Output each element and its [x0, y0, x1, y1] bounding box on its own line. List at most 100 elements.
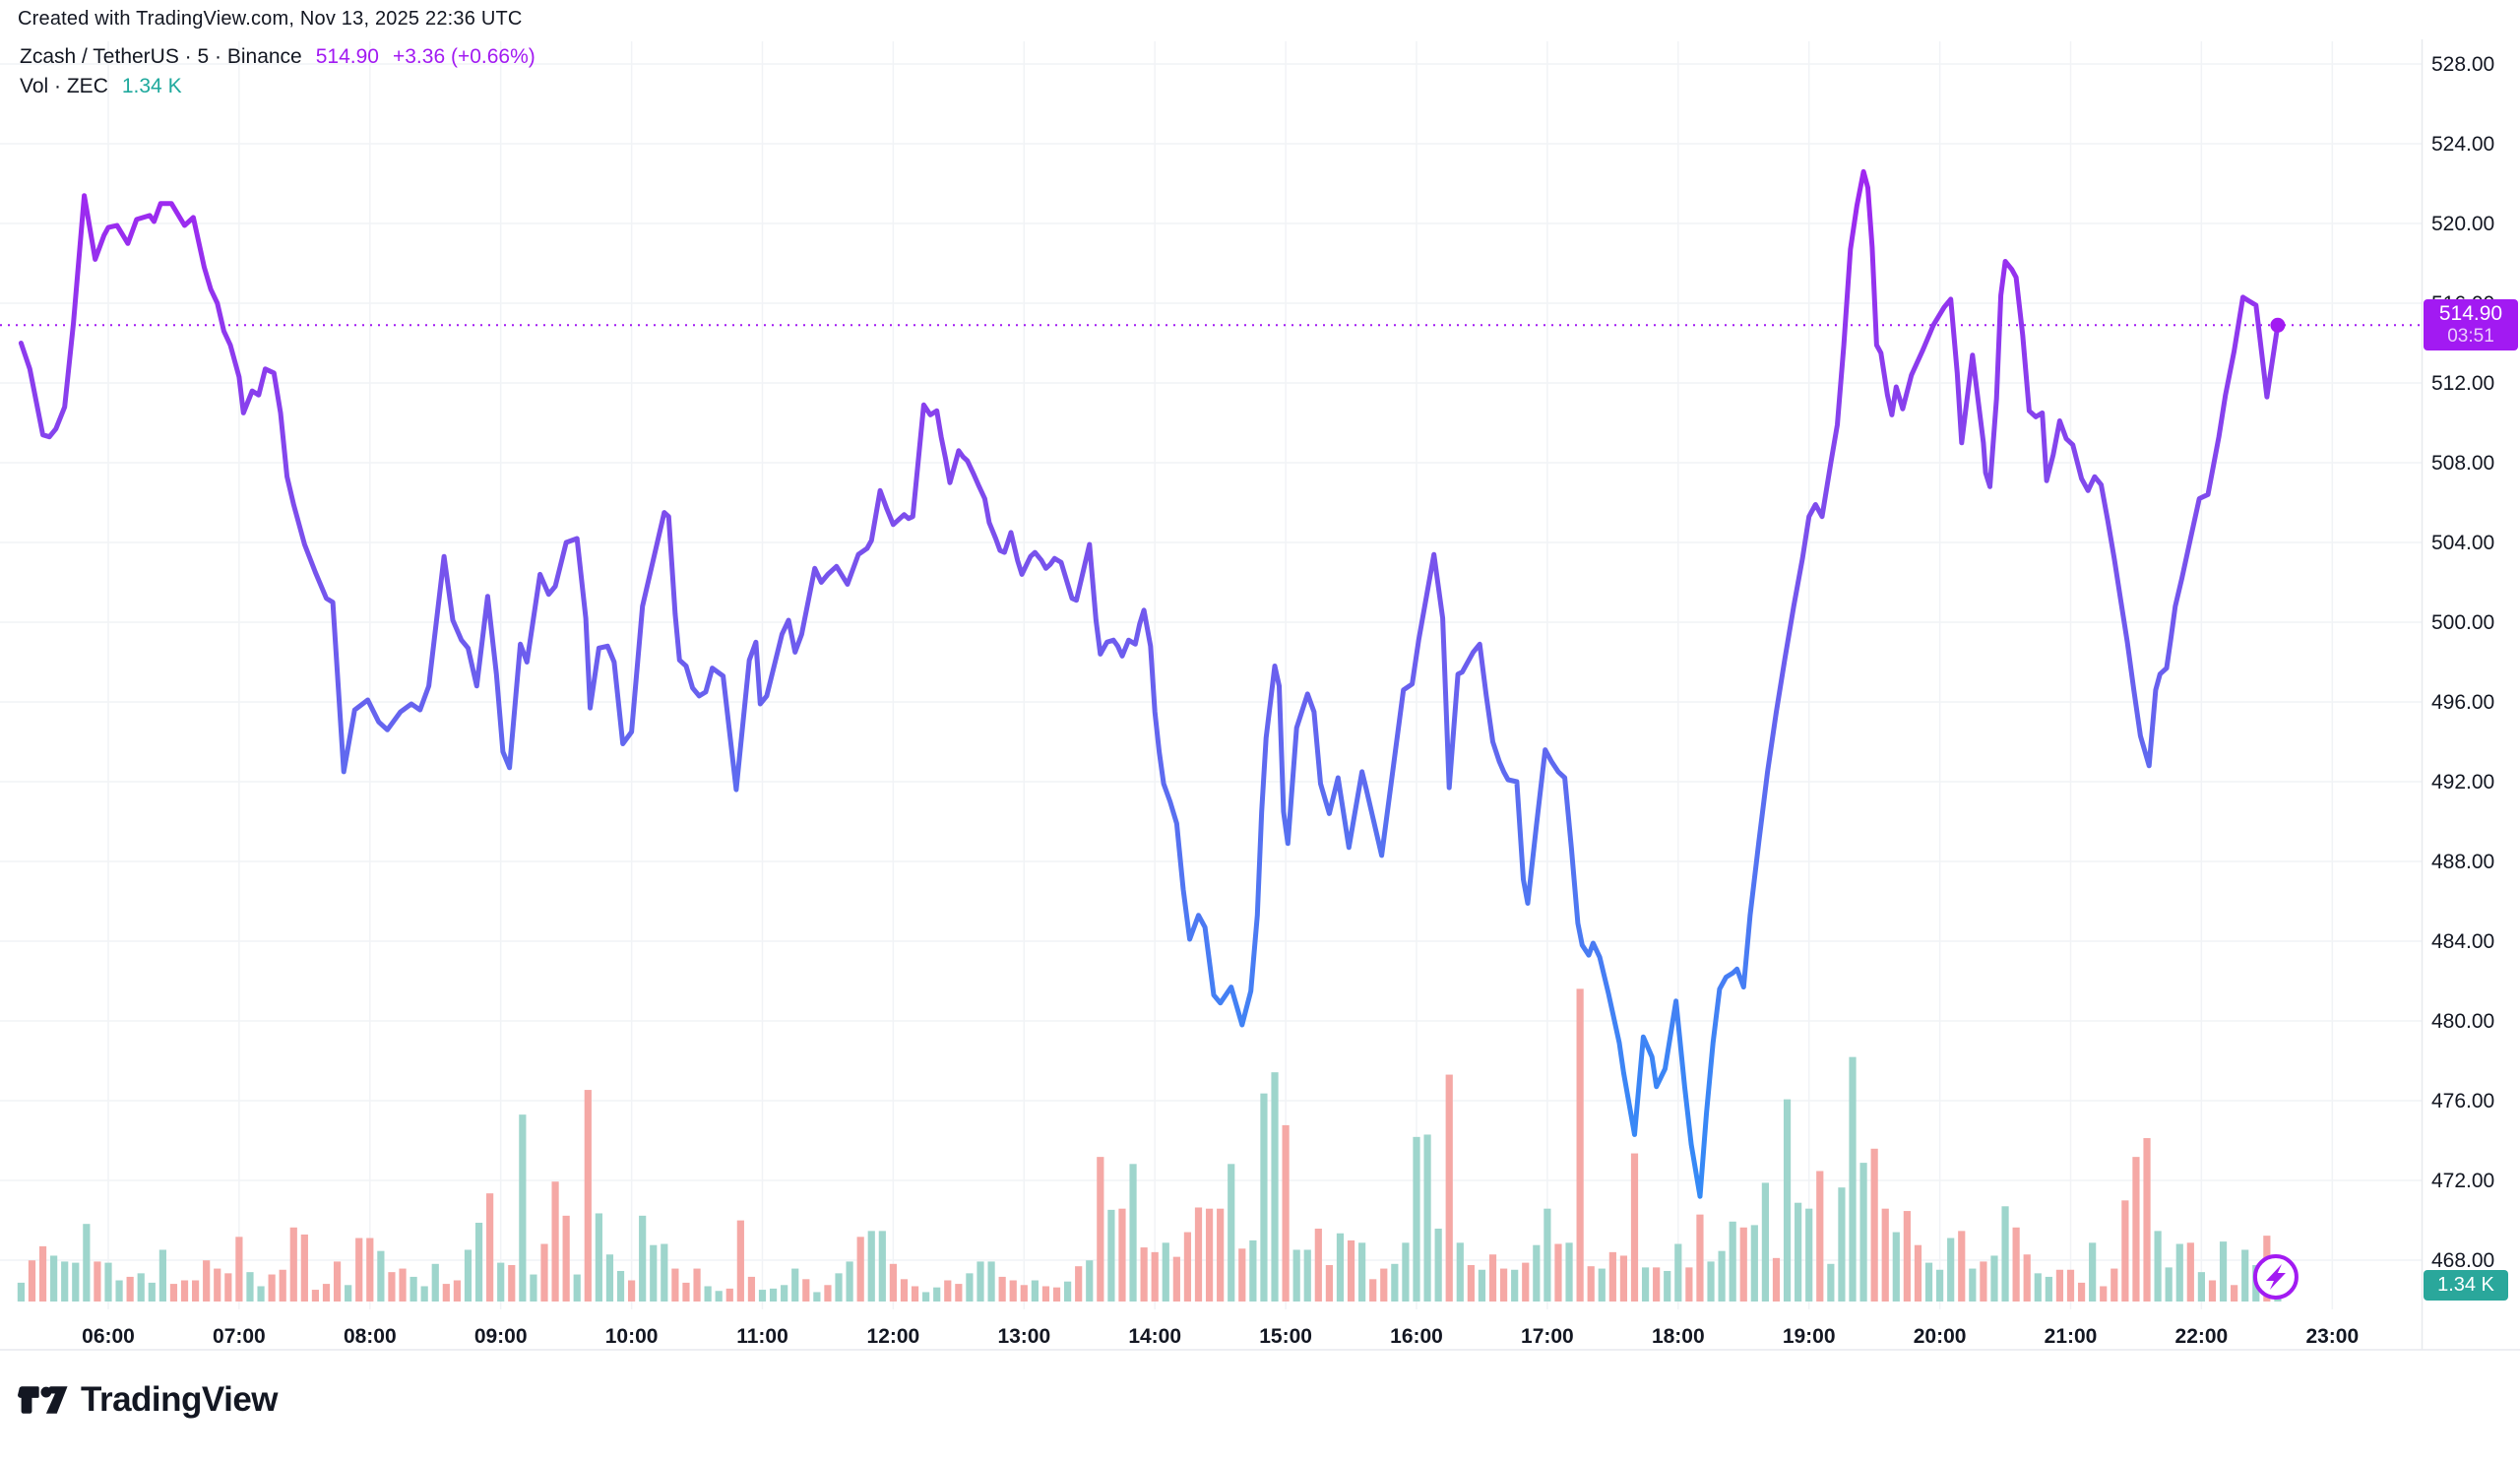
volume-bar — [1282, 1124, 1290, 1302]
volume-bar — [1924, 1262, 1933, 1302]
volume-bar — [431, 1263, 439, 1302]
volume-bar — [377, 1250, 385, 1302]
volume-bar — [2231, 1285, 2238, 1302]
volume-bar — [889, 1263, 897, 1302]
bar-countdown-label: 03:51 — [2447, 326, 2494, 347]
volume-bar — [1488, 1254, 1497, 1302]
volume-bar — [1194, 1207, 1203, 1302]
volume-bar — [1990, 1255, 1998, 1302]
volume-bar — [1739, 1227, 1747, 1302]
volume-bar — [1664, 1270, 1671, 1302]
price-axis-label[interactable]: 468.00 — [2431, 1249, 2494, 1272]
volume-bar — [1761, 1182, 1769, 1302]
chart-legend[interactable]: Zcash / TetherUS · 5 · Binance 514.90 +3… — [20, 45, 536, 104]
price-axis-label[interactable]: 528.00 — [2431, 53, 2494, 76]
volume-bar — [180, 1280, 189, 1302]
volume-bar — [508, 1264, 516, 1302]
volume-bar — [1217, 1208, 1225, 1302]
volume-bar — [322, 1284, 331, 1302]
volume-bar — [2143, 1138, 2151, 1302]
volume-bar — [573, 1274, 581, 1302]
time-axis-label[interactable]: 21:00 — [2045, 1325, 2098, 1348]
volume-bar — [813, 1292, 821, 1302]
lightning-icon[interactable] — [2252, 1254, 2299, 1300]
volume-indicator-label[interactable]: Vol · ZEC — [20, 75, 108, 97]
time-axis-label[interactable]: 15:00 — [1259, 1325, 1312, 1348]
price-axis-label[interactable]: 484.00 — [2431, 930, 2494, 953]
volume-bar — [1086, 1260, 1094, 1302]
volume-bar — [115, 1280, 123, 1302]
volume-bar — [1303, 1249, 1311, 1302]
volume-bar — [998, 1276, 1006, 1302]
volume-bar — [1358, 1242, 1366, 1302]
volume-bar — [1849, 1056, 1857, 1302]
price-axis-label[interactable]: 512.00 — [2431, 372, 2494, 395]
volume-bar — [2089, 1242, 2097, 1302]
volume-bar — [911, 1286, 919, 1302]
volume-bar — [355, 1238, 363, 1302]
time-axis-label[interactable]: 18:00 — [1652, 1325, 1705, 1348]
legend-symbol-row[interactable]: Zcash / TetherUS · 5 · Binance 514.90 +3… — [20, 45, 536, 75]
volume-bar — [1838, 1187, 1846, 1302]
volume-bar — [1630, 1153, 1639, 1302]
legend-volume-row[interactable]: Vol · ZEC 1.34 K — [20, 75, 536, 104]
time-axis-label[interactable]: 08:00 — [344, 1325, 397, 1348]
volume-bar — [1413, 1136, 1420, 1302]
volume-bar — [333, 1261, 342, 1302]
symbol-title[interactable]: Zcash / TetherUS · 5 · Binance — [20, 45, 302, 68]
volume-bar — [1052, 1287, 1061, 1302]
time-axis-label[interactable]: 23:00 — [2305, 1325, 2359, 1348]
price-axis-label[interactable]: 500.00 — [2431, 611, 2494, 634]
time-axis-label[interactable]: 22:00 — [2175, 1325, 2229, 1348]
time-axis-label[interactable]: 20:00 — [1914, 1325, 1967, 1348]
time-axis-label[interactable]: 07:00 — [213, 1325, 266, 1348]
time-axis-label[interactable]: 11:00 — [736, 1325, 788, 1348]
price-axis-label[interactable]: 472.00 — [2431, 1170, 2494, 1192]
time-axis-label[interactable]: 06:00 — [82, 1325, 135, 1348]
volume-bar — [366, 1238, 374, 1302]
time-axis-label[interactable]: 10:00 — [605, 1325, 659, 1348]
volume-bar — [1750, 1225, 1758, 1302]
price-axis-label[interactable]: 496.00 — [2431, 691, 2494, 714]
last-price-dot — [2270, 317, 2286, 333]
volume-bar — [1674, 1243, 1682, 1302]
volume-bar — [1249, 1239, 1257, 1302]
time-axis-label[interactable]: 14:00 — [1128, 1325, 1181, 1348]
volume-bar — [1587, 1266, 1595, 1302]
price-axis-label[interactable]: 488.00 — [2431, 851, 2494, 873]
price-axis-label[interactable]: 480.00 — [2431, 1010, 2494, 1033]
price-axis-label[interactable]: 508.00 — [2431, 452, 2494, 475]
volume-bar — [1533, 1244, 1541, 1302]
price-axis-label[interactable]: 492.00 — [2431, 771, 2494, 794]
volume-bar — [2219, 1241, 2228, 1302]
volume-bar — [1205, 1208, 1214, 1302]
time-axis-label[interactable]: 09:00 — [474, 1325, 528, 1348]
volume-bar — [736, 1220, 744, 1302]
volume-bar — [2241, 1249, 2249, 1302]
volume-bar — [2121, 1200, 2129, 1302]
price-axis-label[interactable]: 504.00 — [2431, 532, 2494, 554]
volume-bar — [1795, 1202, 1802, 1302]
volume-bar — [966, 1273, 974, 1302]
time-axis-label[interactable]: 12:00 — [867, 1325, 920, 1348]
volume-bar — [1969, 1268, 1977, 1302]
volume-bar — [551, 1181, 559, 1302]
volume-bar — [2001, 1206, 2009, 1302]
volume-bar — [519, 1114, 527, 1302]
volume-bar — [2045, 1276, 2052, 1302]
price-axis-label[interactable]: 524.00 — [2431, 133, 2494, 156]
price-axis-label[interactable]: 476.00 — [2431, 1090, 2494, 1112]
volume-bar — [1653, 1267, 1661, 1302]
time-axis-label[interactable]: 16:00 — [1390, 1325, 1443, 1348]
time-axis-label[interactable]: 19:00 — [1783, 1325, 1836, 1348]
price-axis-label[interactable]: 520.00 — [2431, 213, 2494, 235]
volume-bar — [1041, 1286, 1050, 1302]
tradingview-logo[interactable]: TradingView — [18, 1380, 279, 1420]
time-axis-label[interactable]: 17:00 — [1521, 1325, 1574, 1348]
time-axis-label[interactable]: 13:00 — [997, 1325, 1050, 1348]
volume-bar — [540, 1243, 548, 1302]
volume-bar — [214, 1268, 221, 1302]
